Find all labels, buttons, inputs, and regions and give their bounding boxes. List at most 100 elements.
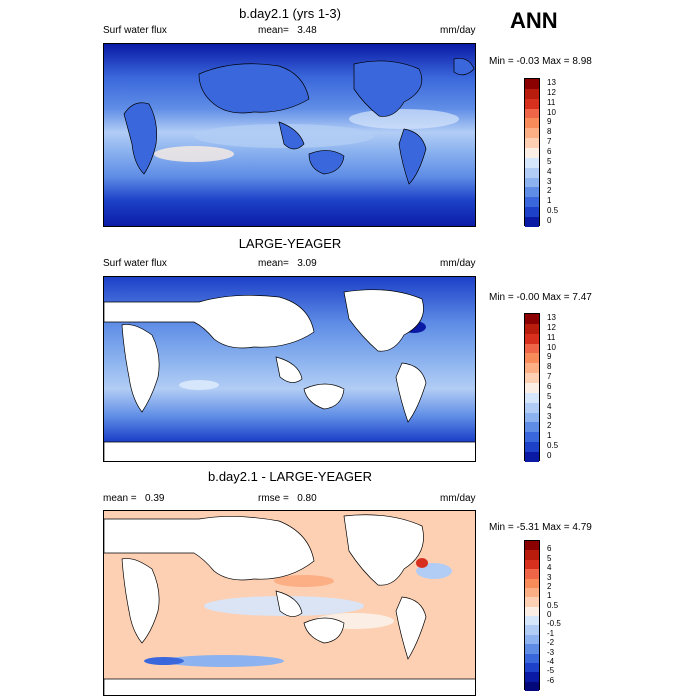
panel3-title: b.day2.1 - LARGE-YEAGER: [207, 469, 372, 484]
colorbar-swatch: [525, 79, 539, 89]
colorbar-label: 3: [547, 411, 552, 421]
colorbar-swatch: [525, 541, 539, 551]
panel1-mean: mean= 3.48: [258, 25, 317, 36]
colorbar-swatch: [525, 625, 539, 635]
colorbar-swatch: [525, 550, 539, 560]
colorbar-swatch: [525, 383, 539, 393]
colorbar-swatch: [525, 108, 539, 119]
colorbar-label: 11: [547, 97, 556, 107]
panel2-mean-label: mean=: [258, 258, 289, 269]
colorbar-swatch: [525, 587, 539, 598]
colorbar-swatch: [525, 672, 539, 682]
colorbar-label: 9: [547, 117, 552, 127]
panel3-minmax: Min = -5.31 Max = 4.79: [489, 522, 592, 533]
colorbar-label: -3: [547, 647, 555, 657]
colorbar-swatch: [525, 177, 539, 188]
panel3-mean-label: mean =: [103, 493, 137, 504]
colorbar-label: 10: [547, 107, 556, 117]
colorbar-label: 13: [547, 77, 556, 87]
panel1-title: b.day2.1 (yrs 1-3): [239, 6, 341, 21]
colorbar-swatch: [525, 373, 539, 384]
colorbar-swatch: [525, 402, 539, 413]
panel2-units: mm/day: [440, 258, 476, 269]
colorbar-label: 11: [547, 332, 556, 342]
panel1-mean-value: 3.48: [297, 25, 317, 36]
colorbar-swatch: [525, 653, 539, 663]
colorbar-label: -4: [547, 656, 555, 666]
colorbar-swatch: [525, 432, 539, 443]
panel1-mean-label: mean=: [258, 25, 289, 36]
colorbar-swatch: [525, 148, 539, 158]
season-label: ANN: [510, 8, 558, 33]
colorbar-swatch: [525, 207, 539, 218]
colorbar-swatch: [525, 606, 539, 616]
colorbar-swatch: [525, 197, 539, 208]
panel3-rmse-label: rmse =: [258, 493, 289, 504]
colorbar-label: 5: [547, 391, 552, 401]
colorbar-label: 5: [547, 156, 552, 166]
colorbar-swatch: [525, 157, 539, 168]
colorbar-swatch: [525, 559, 539, 570]
colorbar-label: 0: [547, 216, 552, 226]
colorbar-swatch: [525, 569, 539, 579]
colorbar-label: 0.5: [547, 206, 559, 216]
colorbar-label: 8: [547, 127, 552, 137]
colorbar-label: 5: [547, 553, 552, 563]
colorbar-label: 4: [547, 166, 552, 176]
panel2-map: [103, 276, 476, 462]
colorbar-swatch: [525, 422, 539, 433]
panel1-minmax: Min = -0.03 Max = 8.98: [489, 56, 592, 67]
panel1-variable-label: Surf water flux: [103, 25, 167, 36]
panel3-rmse: rmse = 0.80: [258, 493, 317, 504]
colorbar-swatch: [525, 118, 539, 129]
panel1-map: [103, 43, 476, 227]
panel2-minmax: Min = -0.00 Max = 7.47: [489, 292, 592, 303]
colorbar-label: 1: [547, 591, 552, 601]
colorbar-swatch: [525, 392, 539, 403]
colorbar-label: 2: [547, 581, 552, 591]
colorbar-swatch: [525, 644, 539, 654]
colorbar-swatch: [525, 167, 539, 178]
panel2-colorbar: [524, 313, 540, 462]
panel3-map: [103, 510, 476, 696]
colorbar-label: 3: [547, 176, 552, 186]
colorbar-swatch: [525, 634, 539, 645]
colorbar-swatch: [525, 597, 539, 607]
panel1-units: mm/day: [440, 25, 476, 36]
colorbar-swatch: [525, 98, 539, 109]
panel3-rmse-value: 0.80: [297, 493, 317, 504]
panel3-colorbar: [524, 540, 540, 691]
panel3-mean-value: 0.39: [144, 493, 165, 504]
colorbar-label: -5: [547, 666, 555, 676]
panel3-units: mm/day: [440, 493, 476, 504]
colorbar-label: -1: [547, 628, 555, 638]
colorbar-label: -0.5: [547, 619, 561, 629]
colorbar-swatch: [525, 323, 539, 334]
colorbar-label: 6: [547, 382, 552, 391]
colorbar-label: 0: [547, 451, 552, 461]
colorbar-label: 7: [547, 372, 552, 382]
colorbar-swatch: [525, 578, 539, 588]
colorbar-swatch: [525, 412, 539, 423]
colorbar-swatch: [525, 452, 539, 462]
colorbar-swatch: [525, 88, 539, 99]
colorbar-swatch: [525, 662, 539, 673]
colorbar-swatch: [525, 681, 539, 691]
colorbar-label: 2: [547, 421, 552, 431]
colorbar-label: -2: [547, 638, 555, 648]
colorbar-label: 1: [547, 196, 552, 206]
colorbar-swatch: [525, 343, 539, 354]
colorbar-label: 6: [547, 147, 552, 156]
colorbar-swatch: [525, 217, 539, 227]
panel1-colorbar: [524, 78, 540, 227]
colorbar-label: 4: [547, 563, 552, 573]
colorbar-label: 0.5: [547, 600, 559, 610]
colorbar-swatch: [525, 128, 539, 139]
colorbar-label: 10: [547, 342, 556, 352]
colorbar-label: 0: [547, 610, 552, 619]
colorbar-label: 13: [547, 312, 556, 322]
colorbar-label: 6: [547, 544, 552, 554]
colorbar-label: 8: [547, 362, 552, 372]
colorbar-swatch: [525, 187, 539, 198]
colorbar-label: 7: [547, 137, 552, 147]
